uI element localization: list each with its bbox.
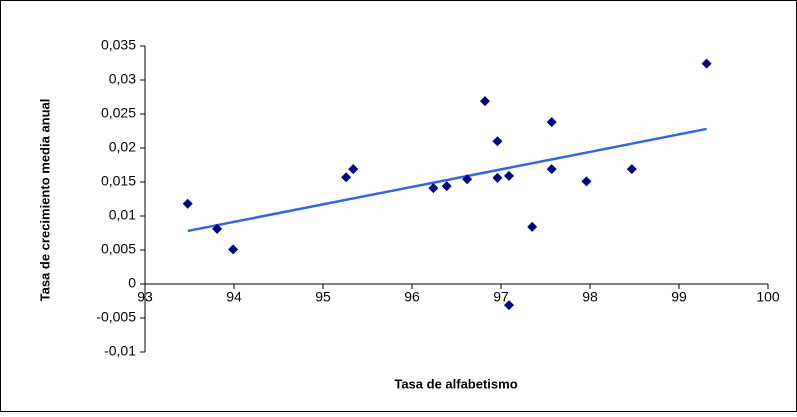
y-tick-label: 0: [128, 275, 136, 291]
y-tick-label: 0,025: [101, 105, 136, 121]
point: [492, 172, 503, 183]
x-tick-label: 94: [226, 289, 242, 305]
y-tick-label: 0,035: [101, 37, 136, 53]
x-axis-label: Tasa de alfabetismo: [394, 376, 517, 391]
y-tick-label: 0,005: [101, 241, 136, 257]
y-axis-label: Tasa de crecimiento media anual: [37, 99, 52, 302]
y-tick-label: -0,005: [96, 309, 136, 325]
point: [546, 164, 557, 175]
point: [546, 117, 557, 128]
point: [492, 136, 503, 147]
x-tick-label: 100: [756, 289, 780, 305]
x-tick-label: 96: [404, 289, 420, 305]
point: [581, 176, 592, 187]
point: [348, 164, 359, 175]
point: [626, 164, 637, 175]
point: [527, 221, 538, 232]
point: [701, 58, 712, 69]
trendline: [187, 127, 707, 233]
point: [182, 198, 193, 209]
y-tick-label: 0,01: [109, 207, 136, 223]
point: [441, 181, 452, 192]
x-tick-label: 97: [493, 289, 509, 305]
x-tick-label: 98: [582, 289, 598, 305]
x-tick-label: 99: [671, 289, 687, 305]
x-tick-label: 95: [315, 289, 331, 305]
y-tick-label: 0,02: [109, 139, 136, 155]
point: [428, 183, 439, 194]
point: [462, 174, 473, 185]
y-tick-label: -0,01: [104, 343, 136, 359]
point: [212, 223, 223, 234]
point: [504, 170, 515, 181]
y-tick-label: 0,03: [109, 71, 136, 87]
point: [479, 96, 490, 107]
point: [504, 300, 515, 311]
point: [228, 244, 239, 255]
point: [341, 172, 352, 183]
y-tick-label: 0,015: [101, 173, 136, 189]
x-tick-label: 93: [137, 289, 153, 305]
